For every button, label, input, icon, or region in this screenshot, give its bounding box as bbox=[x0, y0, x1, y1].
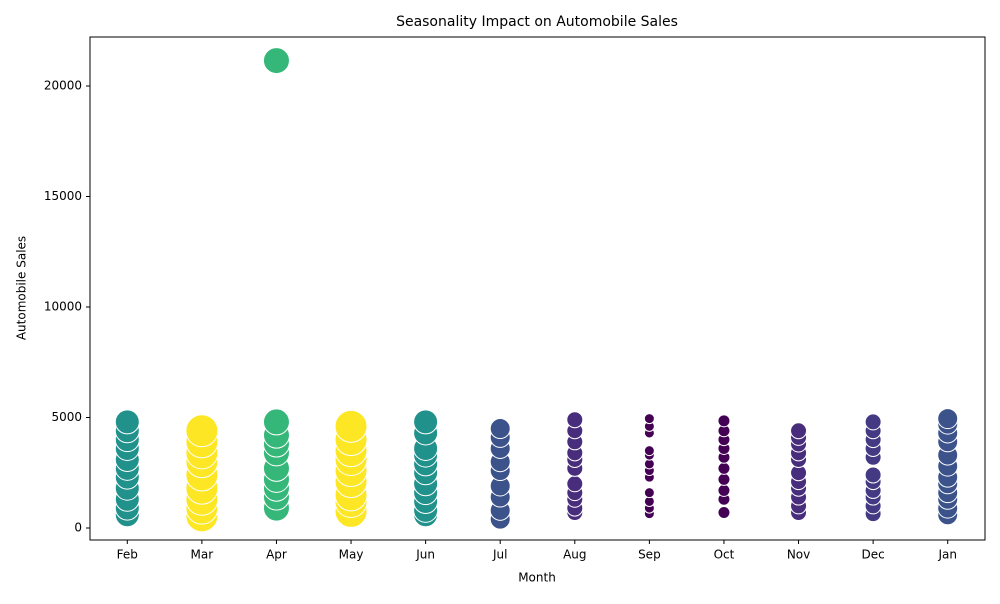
bubble bbox=[864, 466, 882, 484]
bubble bbox=[262, 408, 290, 436]
x-tick-label: Feb bbox=[117, 548, 138, 562]
x-tick-label: Jul bbox=[492, 548, 507, 562]
x-tick-label: May bbox=[339, 548, 364, 562]
bubble bbox=[643, 413, 655, 425]
x-tick-label: Apr bbox=[266, 548, 287, 562]
x-tick-label: Nov bbox=[787, 548, 810, 562]
bubble bbox=[114, 409, 140, 435]
bubble bbox=[717, 506, 731, 520]
x-tick-label: Aug bbox=[563, 548, 586, 562]
x-axis-label: Month bbox=[518, 571, 556, 585]
x-tick-label: Jan bbox=[937, 548, 957, 562]
y-tick-label: 5000 bbox=[51, 410, 82, 424]
y-tick-label: 15000 bbox=[44, 189, 82, 203]
plot-frame bbox=[89, 36, 986, 541]
bubble bbox=[185, 414, 219, 448]
bubble bbox=[717, 461, 731, 475]
bubble bbox=[643, 445, 655, 457]
x-tick-label: Mar bbox=[191, 548, 214, 562]
bubble bbox=[717, 472, 731, 486]
bubble bbox=[566, 475, 584, 493]
bubble bbox=[566, 411, 584, 429]
bubble bbox=[489, 418, 511, 440]
y-tick-label: 10000 bbox=[44, 299, 82, 313]
bubble bbox=[717, 483, 731, 497]
bubble bbox=[864, 413, 882, 431]
x-tick-label: Jun bbox=[415, 548, 435, 562]
bubble bbox=[334, 409, 368, 443]
y-axis-label: Automobile Sales bbox=[15, 236, 29, 340]
y-tick-label: 0 bbox=[74, 520, 82, 534]
bubble bbox=[413, 409, 439, 435]
y-tick-label: 20000 bbox=[44, 78, 82, 92]
bubble bbox=[790, 422, 808, 440]
bubble bbox=[717, 414, 731, 428]
bubble bbox=[262, 47, 290, 75]
bubble bbox=[643, 487, 655, 499]
chart-title: Seasonality Impact on Automobile Sales bbox=[396, 14, 678, 30]
bubble bbox=[937, 408, 959, 430]
x-tick-label: Sep bbox=[638, 548, 661, 562]
x-tick-label: Dec bbox=[862, 548, 885, 562]
x-tick-label: Oct bbox=[714, 548, 735, 562]
